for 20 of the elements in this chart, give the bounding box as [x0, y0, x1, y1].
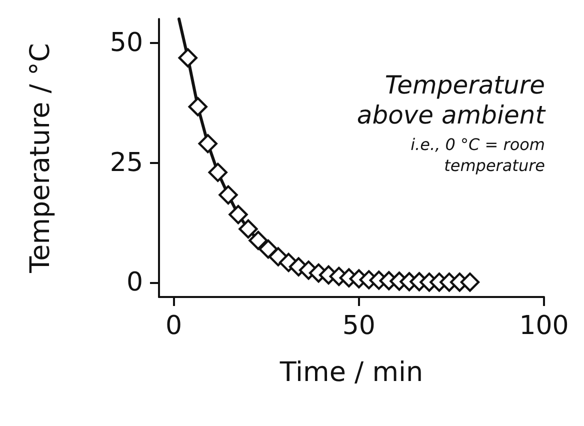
y-tick-label: 0: [126, 268, 143, 298]
point: [178, 48, 198, 68]
annotation: i.e., 0 °C = room temperature: [410, 135, 546, 175]
point: [198, 134, 218, 154]
y-axis-title: Temperature / °C: [25, 43, 56, 274]
point: [460, 272, 480, 292]
x-tick-label: 100: [519, 311, 569, 341]
point: [258, 239, 278, 259]
y-tick-label: 25: [110, 148, 143, 178]
point: [238, 219, 258, 239]
x-tick-label: 0: [166, 311, 182, 341]
annotation: Temperature above ambient: [356, 70, 546, 130]
y-tick-label: 50: [110, 28, 143, 58]
point: [218, 185, 238, 205]
x-tick-label: 50: [342, 311, 376, 341]
point: [248, 230, 268, 250]
point: [208, 162, 228, 182]
point: [228, 204, 248, 224]
point: [188, 97, 208, 116]
x-axis-title: Time / min: [278, 357, 424, 388]
